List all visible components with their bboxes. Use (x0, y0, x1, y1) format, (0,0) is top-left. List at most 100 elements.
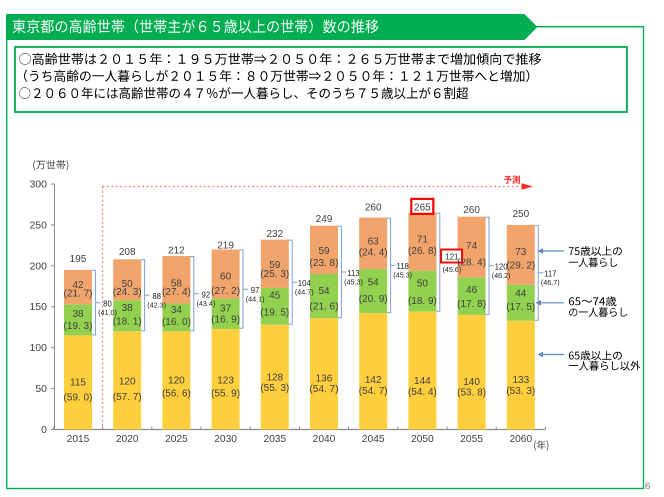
svg-text:(18. 1): (18. 1) (113, 316, 142, 327)
svg-text:133: 133 (512, 375, 529, 386)
svg-text:140: 140 (463, 377, 480, 388)
svg-text:250: 250 (29, 219, 47, 231)
svg-text:(17. 5): (17. 5) (506, 302, 535, 313)
svg-text:150: 150 (29, 301, 47, 313)
svg-text:123: 123 (217, 375, 234, 386)
svg-text:2030: 2030 (214, 434, 237, 445)
svg-text:120: 120 (495, 263, 509, 272)
svg-text:80: 80 (103, 300, 112, 309)
svg-text:(44.7): (44.7) (295, 288, 314, 297)
svg-text:2060: 2060 (509, 434, 532, 445)
svg-text:300: 300 (29, 179, 47, 191)
svg-text:60: 60 (220, 272, 232, 283)
svg-text:(19. 3): (19. 3) (64, 321, 93, 332)
svg-text:115: 115 (70, 378, 86, 389)
svg-text:88: 88 (152, 292, 161, 301)
svg-text:(55. 3): (55. 3) (260, 383, 289, 394)
svg-text:37: 37 (220, 304, 232, 315)
svg-text:50: 50 (122, 279, 134, 290)
svg-text:59: 59 (269, 260, 281, 271)
svg-text:50: 50 (417, 279, 429, 290)
svg-text:73: 73 (515, 247, 527, 258)
svg-text:(42.3): (42.3) (147, 301, 166, 310)
svg-text:(23. 8): (23. 8) (310, 258, 339, 269)
svg-text:(16. 0): (16. 0) (162, 317, 191, 328)
svg-text:(19. 5): (19. 5) (260, 308, 289, 319)
svg-text:265: 265 (414, 203, 431, 214)
svg-text:(53. 8): (53. 8) (457, 387, 486, 398)
svg-text:(59. 0): (59. 0) (64, 393, 93, 404)
svg-text:120: 120 (168, 375, 185, 386)
svg-text:100: 100 (29, 342, 47, 354)
svg-text:2015: 2015 (67, 434, 90, 445)
svg-text:113: 113 (347, 269, 359, 278)
svg-text:(45.3): (45.3) (393, 271, 412, 280)
svg-text:(17. 8): (17. 8) (457, 299, 486, 310)
svg-text:2020: 2020 (116, 434, 139, 445)
svg-text:232: 232 (266, 229, 283, 240)
svg-text:117: 117 (544, 270, 556, 279)
svg-text:(25. 3): (25. 3) (260, 269, 289, 280)
svg-text:92: 92 (202, 291, 211, 300)
svg-text:(29. 2): (29. 2) (506, 260, 535, 271)
svg-text:128: 128 (266, 373, 283, 384)
svg-text:249: 249 (316, 214, 333, 225)
svg-text:104: 104 (298, 279, 312, 288)
svg-text:6: 6 (645, 481, 650, 492)
svg-text:97: 97 (251, 286, 260, 295)
svg-text:(21. 6): (21. 6) (310, 302, 339, 313)
svg-text:(54. 4): (54. 4) (408, 387, 437, 398)
svg-text:260: 260 (463, 205, 480, 216)
svg-text:2055: 2055 (460, 434, 483, 445)
svg-text:121: 121 (445, 252, 458, 261)
svg-text:59: 59 (318, 246, 330, 257)
svg-text:(27. 2): (27. 2) (211, 286, 240, 297)
svg-text:(20. 9): (20. 9) (359, 294, 388, 305)
svg-text:120: 120 (119, 376, 136, 387)
svg-text:45: 45 (269, 291, 281, 302)
svg-text:(41.0): (41.0) (98, 308, 117, 317)
svg-text:54: 54 (318, 286, 330, 297)
svg-text:195: 195 (70, 254, 87, 265)
svg-text:(57. 7): (57. 7) (113, 392, 142, 403)
svg-text:200: 200 (29, 260, 47, 272)
svg-text:(45.3): (45.3) (344, 277, 363, 286)
svg-text:(21. 7): (21. 7) (64, 289, 93, 300)
svg-text:212: 212 (168, 246, 185, 257)
svg-text:2045: 2045 (362, 434, 385, 445)
svg-text:(24. 4): (24. 4) (359, 248, 388, 259)
svg-text:219: 219 (217, 241, 234, 252)
svg-text:38: 38 (72, 309, 84, 320)
svg-text:44: 44 (515, 289, 527, 300)
svg-text:118: 118 (396, 262, 408, 271)
svg-text:(53. 3): (53. 3) (506, 386, 535, 397)
svg-text:0: 0 (41, 424, 47, 436)
svg-text:(54. 7): (54. 7) (359, 386, 388, 397)
svg-text:(16. 9): (16. 9) (211, 315, 240, 326)
svg-text:34: 34 (171, 305, 183, 316)
svg-text:74: 74 (466, 241, 478, 252)
svg-text:63: 63 (368, 237, 380, 248)
svg-text:2035: 2035 (263, 434, 286, 445)
svg-text:260: 260 (365, 202, 382, 213)
svg-text:(24. 3): (24. 3) (113, 287, 142, 298)
svg-text:50: 50 (35, 383, 47, 395)
svg-text:(55. 9): (55. 9) (211, 389, 240, 400)
svg-text:2050: 2050 (411, 434, 434, 445)
svg-text:144: 144 (414, 376, 431, 387)
svg-text:46: 46 (466, 285, 478, 296)
svg-text:(18. 9): (18. 9) (408, 296, 437, 307)
svg-text:208: 208 (119, 247, 136, 258)
svg-text:(26. 8): (26. 8) (408, 246, 437, 257)
svg-text:42: 42 (72, 280, 84, 291)
svg-text:54: 54 (368, 278, 380, 289)
svg-text:58: 58 (171, 278, 183, 289)
svg-text:(28. 4): (28. 4) (457, 257, 486, 268)
svg-text:(43.4): (43.4) (197, 299, 216, 308)
svg-text:71: 71 (417, 234, 429, 245)
svg-text:142: 142 (365, 375, 382, 386)
svg-text:136: 136 (316, 374, 333, 385)
svg-text:2040: 2040 (313, 434, 336, 445)
svg-text:2025: 2025 (165, 434, 188, 445)
svg-text:(46.2): (46.2) (492, 271, 511, 280)
